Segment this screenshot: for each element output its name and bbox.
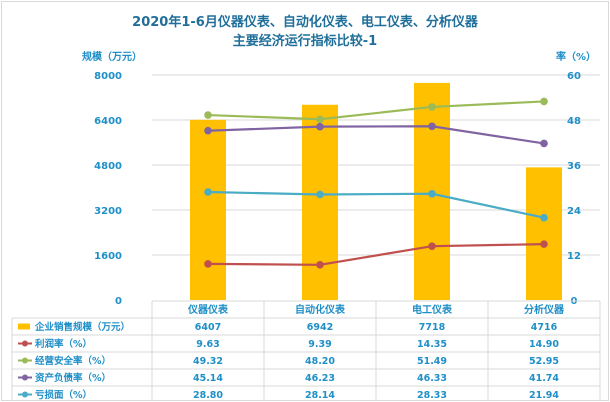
left-tick-label: 4800: [94, 161, 122, 172]
legend-key: [18, 323, 30, 330]
series-line: [207, 190, 545, 219]
data-label: 14.90: [529, 339, 559, 350]
data-label: 28.33: [417, 390, 447, 400]
data-label: 48.20: [305, 356, 335, 367]
series-line: [207, 243, 545, 266]
series-point: [540, 240, 548, 248]
chart-title-line2: 主要经济运行指标比较-1: [233, 33, 377, 49]
right-tick-label: 12: [567, 251, 581, 262]
right-axis-title: 率（%）: [556, 50, 596, 63]
series-point: [204, 111, 212, 119]
bar: [190, 119, 226, 300]
category-label: 电工仪表: [412, 303, 453, 316]
series-point: [204, 126, 212, 135]
data-label: 49.32: [193, 356, 223, 367]
series-point: [428, 242, 436, 250]
left-tick-label: 6400: [94, 116, 122, 127]
legend-key-marker: [22, 391, 28, 398]
legend-key-marker: [22, 374, 28, 381]
series-point: [428, 189, 436, 198]
data-label: 7718: [419, 322, 446, 333]
right-tick-label: 36: [567, 161, 581, 172]
bar: [302, 104, 338, 300]
data-label: 28.80: [193, 390, 223, 400]
series-point: [316, 122, 324, 131]
series-point: [540, 97, 548, 106]
series-line: [207, 100, 545, 121]
series-line: [207, 125, 545, 145]
category-label: 分析仪器: [524, 303, 565, 316]
series-name: 资产负债率（%）: [35, 372, 111, 384]
left-tick-label: 0: [115, 296, 122, 307]
left-tick-label: 3200: [94, 206, 122, 217]
data-label: 9.39: [308, 339, 331, 350]
data-label: 14.35: [417, 339, 447, 350]
data-label: 21.94: [529, 390, 559, 400]
right-tick-label: 24: [567, 206, 581, 217]
gridlines: [152, 74, 600, 256]
left-tick-label: 1600: [94, 251, 122, 262]
category-label: 仪器仪表: [187, 303, 229, 316]
data-label: 6407: [195, 322, 221, 333]
right-tick-label: 48: [567, 116, 581, 127]
data-label: 51.49: [417, 356, 447, 367]
series-name: 利润率（%）: [34, 338, 92, 350]
series-point: [428, 103, 436, 111]
series-point: [540, 139, 548, 148]
legend-key-marker: [22, 340, 28, 347]
series-point: [540, 213, 548, 222]
data-label: 4716: [531, 322, 558, 333]
data-label: 52.95: [529, 356, 559, 367]
data-label: 28.14: [305, 390, 335, 400]
series-point: [204, 260, 212, 268]
left-tick-label: 8000: [94, 71, 122, 82]
data-label: 46.33: [417, 373, 447, 384]
data-label: 41.74: [529, 373, 559, 384]
data-label: 45.14: [193, 373, 223, 384]
left-axis-title: 规模（万元）: [82, 50, 142, 63]
data-label: 46.23: [305, 373, 335, 384]
data-label: 6942: [307, 322, 333, 333]
series-point: [428, 122, 436, 131]
data-label: 9.63: [196, 339, 219, 350]
series-point: [316, 190, 324, 199]
bar: [526, 167, 562, 300]
series-point: [316, 115, 324, 124]
right-tick-label: 60: [567, 71, 581, 82]
line-series: [204, 97, 548, 269]
legend-key-marker: [22, 357, 28, 364]
series-point: [316, 260, 324, 269]
series-point: [204, 188, 212, 196]
chart-title-line1: 2020年1-6月仪器仪表、自动化仪表、电工仪表、分析仪器: [132, 14, 479, 30]
series-name: 亏损面（%）: [35, 389, 92, 400]
series-name: 经营安全率（%）: [35, 355, 111, 367]
series-name: 企业销售规模（万元）: [34, 321, 130, 333]
category-label: 自动化仪表: [295, 303, 346, 316]
